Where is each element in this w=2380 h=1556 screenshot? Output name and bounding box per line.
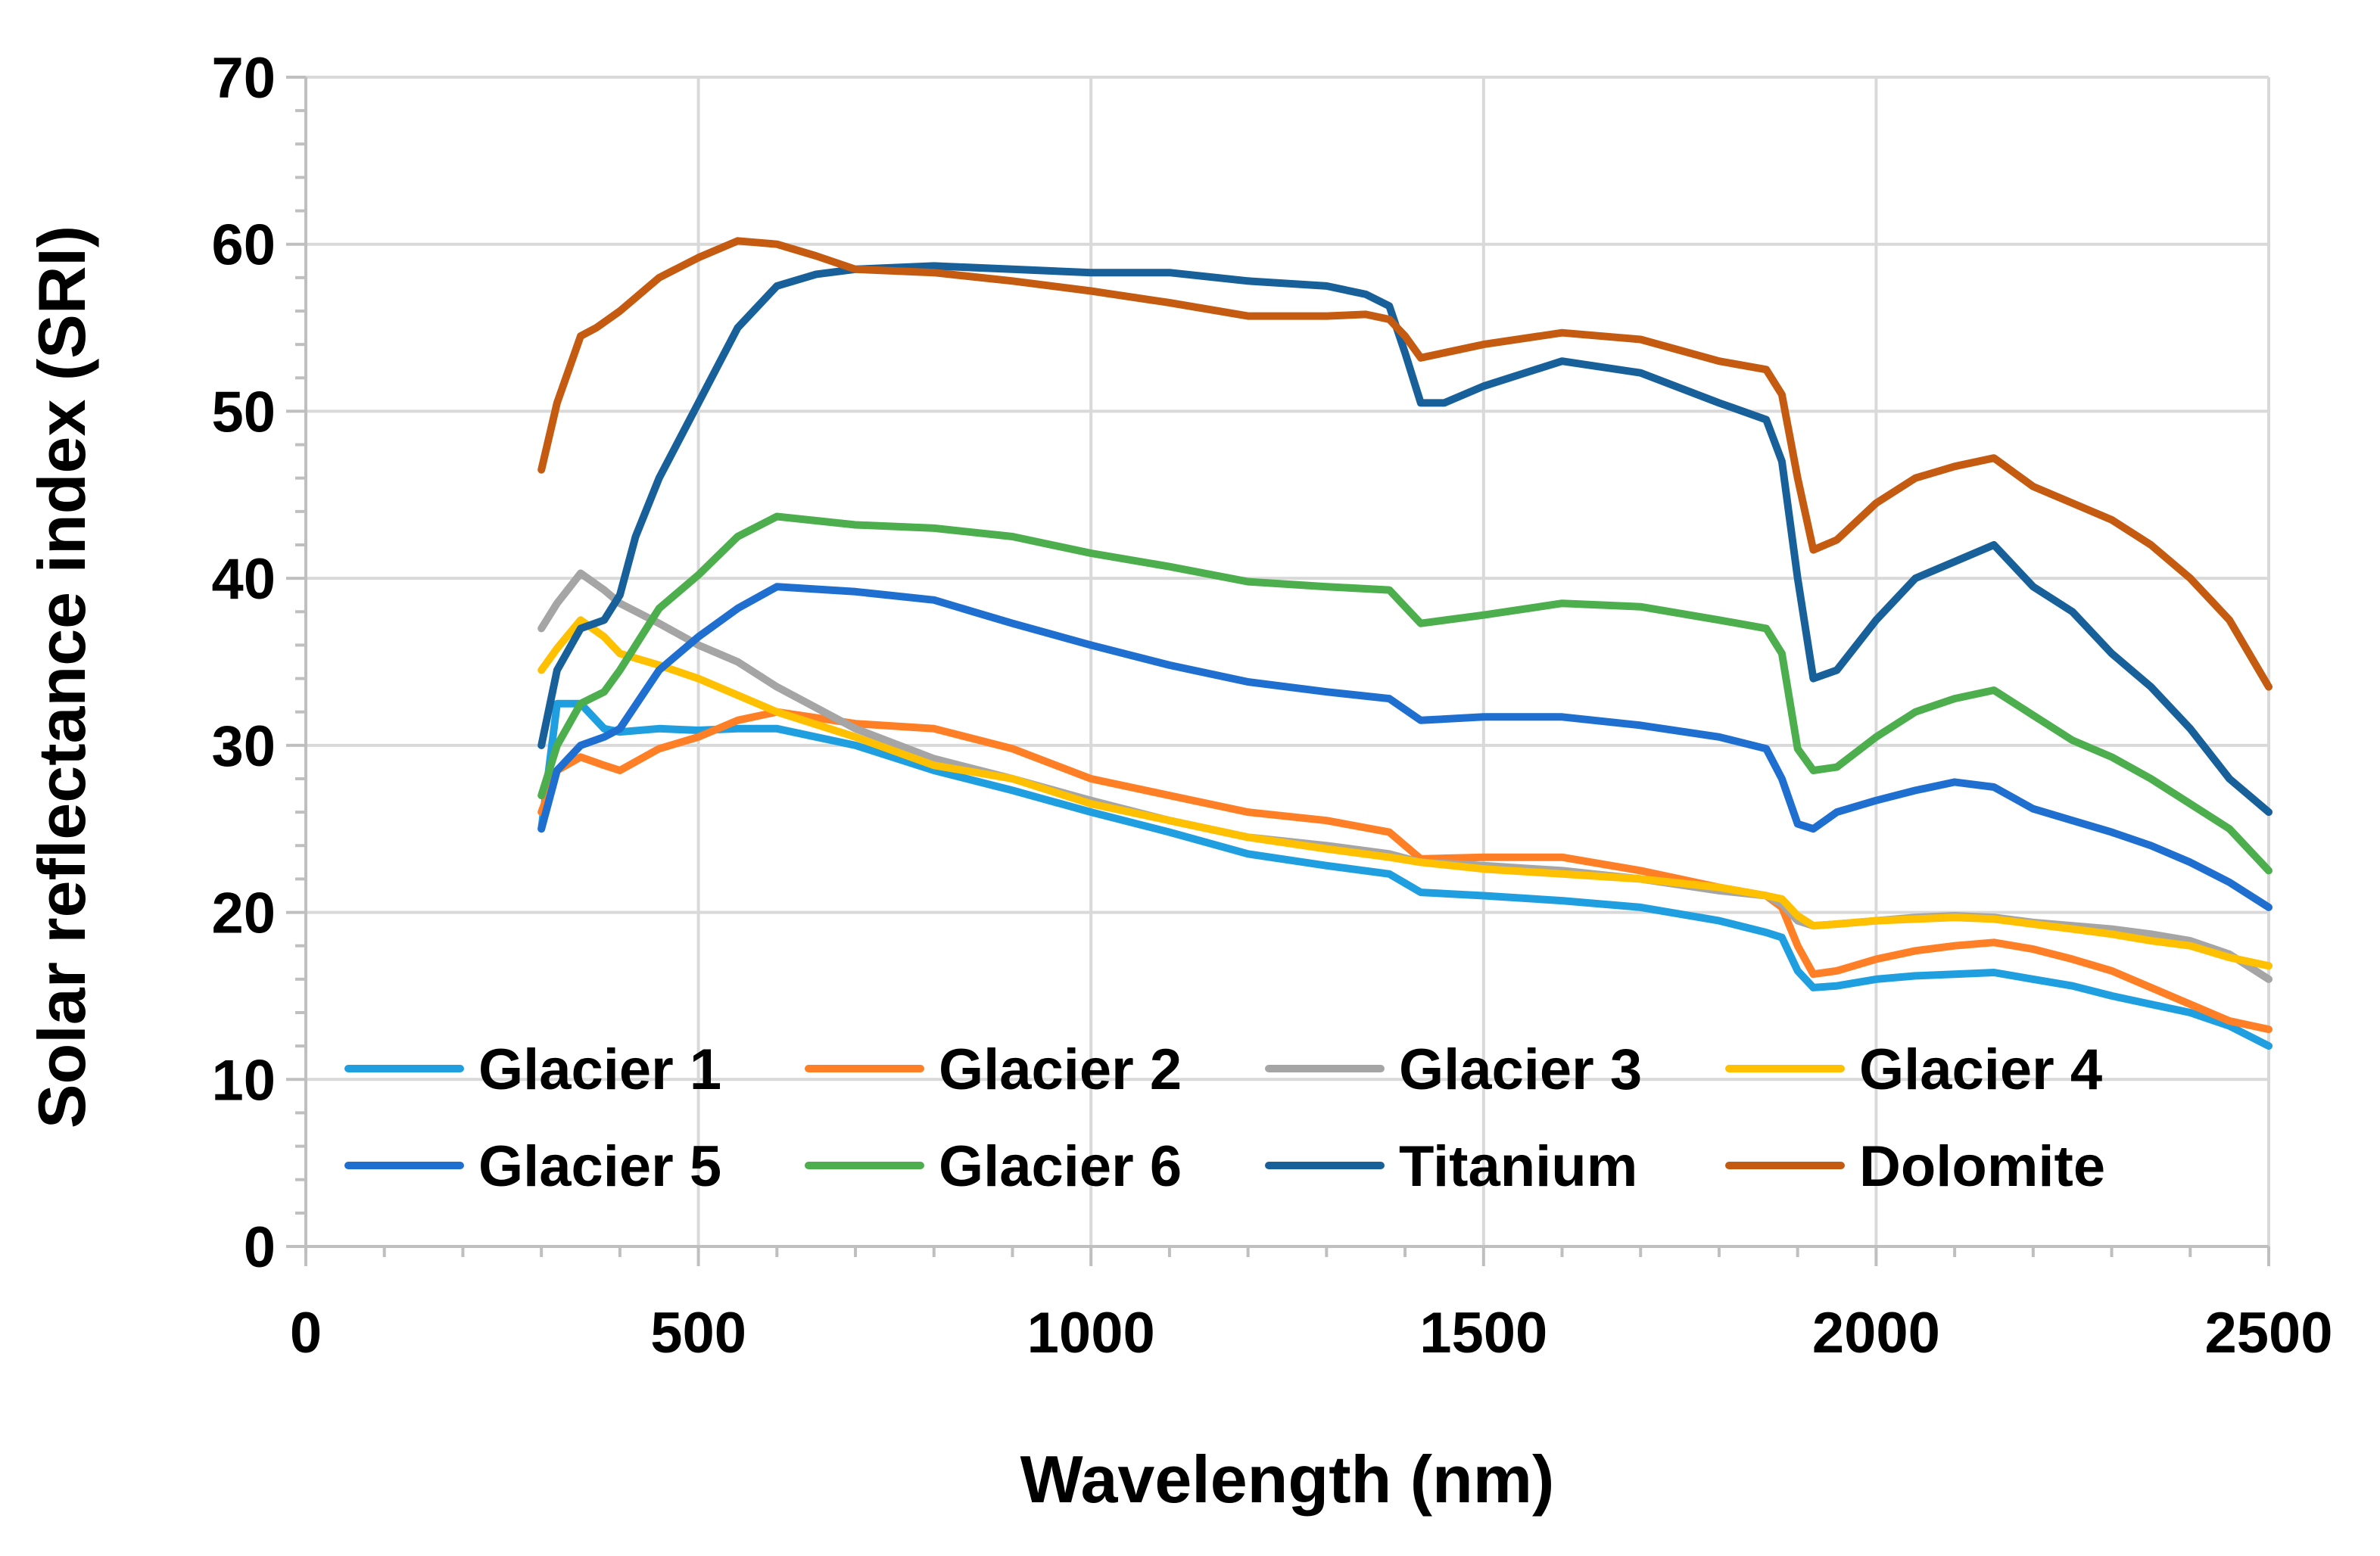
y-axis-title: Solar reflectance index (SRI) [24, 226, 99, 1128]
x-tick-label: 500 [650, 1301, 746, 1365]
y-tick-label: 60 [211, 213, 276, 278]
series-lines [537, 237, 2273, 1050]
axes [286, 76, 2270, 1266]
x-tick-label: 2500 [2204, 1301, 2332, 1365]
legend-label-glacier-3: Glacier 3 [1399, 1038, 1642, 1102]
tick-labels: 0 10 20 30 40 50 60 70 0 500 1000 1500 2000 2500 [211, 46, 2332, 1365]
y-tick-label: 70 [211, 46, 276, 110]
series-line-glacier-4 [537, 616, 2273, 970]
series-line-glacier-2 [537, 708, 2273, 1034]
series-line-glacier-1 [537, 699, 2273, 1050]
y-tick-label: 20 [211, 882, 276, 946]
y-tick-label: 50 [211, 380, 276, 444]
x-tick-label: 2000 [1812, 1301, 1940, 1365]
series-line-glacier-5 [537, 583, 2273, 911]
legend-label-glacier-6: Glacier 6 [939, 1134, 1182, 1199]
y-tick-label: 10 [211, 1048, 276, 1113]
grid [306, 76, 2270, 1246]
x-tick-label: 0 [290, 1301, 322, 1365]
x-tick-label: 1500 [1419, 1301, 1547, 1365]
legend-label-titanium: Titanium [1399, 1134, 1637, 1199]
legend-label-glacier-5: Glacier 5 [478, 1134, 721, 1199]
y-tick-label: 30 [211, 714, 276, 779]
series-line-glacier-6 [537, 512, 2273, 875]
series-line-dolomite [537, 237, 2273, 691]
legend: Glacier 1 Glacier 2 Glacier 3 Glacier 4 Glac… [344, 1038, 2105, 1199]
legend-label-dolomite: Dolomite [1859, 1134, 2105, 1199]
legend-label-glacier-2: Glacier 2 [939, 1038, 1182, 1102]
legend-label-glacier-1: Glacier 1 [478, 1038, 721, 1102]
x-tick-label: 1000 [1027, 1301, 1155, 1365]
y-tick-label: 40 [211, 547, 276, 612]
x-axis-title: Wavelength (nm) [1020, 1442, 1555, 1517]
series-line-titanium [537, 262, 2273, 817]
y-tick-label: 0 [244, 1215, 276, 1280]
legend-label-glacier-4: Glacier 4 [1859, 1038, 2102, 1102]
